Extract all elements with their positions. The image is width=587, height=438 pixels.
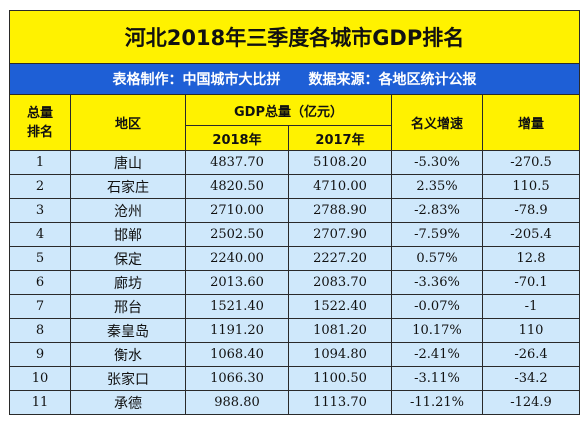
gdp-2017-cell: 2788.90 — [288, 198, 392, 223]
table-row: 8 秦皇岛 1191.20 1081.20 10.17% 110 — [9, 318, 581, 343]
rank-cell: 10 — [9, 366, 71, 391]
city-cell: 邢台 — [70, 294, 186, 319]
table-row: 9 衡水 1068.40 1094.80 -2.41% -26.4 — [9, 342, 581, 367]
increase-cell: 110 — [481, 318, 581, 343]
table-row: 1 唐山 4837.70 5108.20 -5.30% -270.5 — [9, 150, 581, 175]
header-region: 地区 — [70, 94, 186, 151]
table-row: 10 张家口 1066.30 1100.50 -3.11% -34.2 — [9, 366, 581, 391]
table-row: 3 沧州 2710.00 2788.90 -2.83% -78.9 — [9, 198, 581, 223]
table-row: 11 承德 988.80 1113.70 -11.21% -124.9 — [9, 390, 581, 415]
table-title: 河北2018年三季度各城市GDP排名 — [8, 10, 581, 64]
table-row: 2 石家庄 4820.50 4710.00 2.35% 110.5 — [9, 174, 581, 199]
rank-cell: 5 — [9, 246, 71, 271]
increase-cell: -70.1 — [481, 270, 581, 295]
growth-cell: -3.36% — [391, 270, 483, 295]
gdp-2018-cell: 1191.20 — [185, 318, 289, 343]
header-year-2017: 2017年 — [288, 125, 392, 151]
table-row: 7 邢台 1521.40 1522.40 -0.07% -1 — [9, 294, 581, 319]
increase-cell: 110.5 — [481, 174, 581, 199]
gdp-2018-cell: 988.80 — [185, 390, 289, 415]
gdp-2018-cell: 4837.70 — [185, 150, 289, 175]
rank-cell: 3 — [9, 198, 71, 223]
growth-cell: -2.83% — [391, 198, 483, 223]
growth-cell: -11.21% — [391, 390, 483, 415]
growth-cell: -5.30% — [391, 150, 483, 175]
city-cell: 保定 — [70, 246, 186, 271]
growth-cell: -0.07% — [391, 294, 483, 319]
gdp-2017-cell: 5108.20 — [288, 150, 392, 175]
table-row: 6 廊坊 2013.60 2083.70 -3.36% -70.1 — [9, 270, 581, 295]
gdp-2018-cell: 2502.50 — [185, 222, 289, 247]
header-year-2018: 2018年 — [185, 125, 289, 151]
increase-cell: -26.4 — [481, 342, 581, 367]
city-cell: 秦皇岛 — [70, 318, 186, 343]
table-maker: 表格制作：中国城市大比拼 — [112, 72, 281, 88]
growth-cell: 2.35% — [391, 174, 483, 199]
rank-cell: 2 — [9, 174, 71, 199]
gdp-ranking-table: 河北2018年三季度各城市GDP排名 表格制作：中国城市大比拼 数据来源：各地区统… — [8, 10, 581, 415]
rank-cell: 6 — [9, 270, 71, 295]
gdp-2017-cell: 2707.90 — [288, 222, 392, 247]
header-increase: 增量 — [481, 94, 581, 151]
gdp-2017-cell: 4710.00 — [288, 174, 392, 199]
header-nominal-growth: 名义增速 — [391, 94, 483, 151]
gdp-2018-cell: 2013.60 — [185, 270, 289, 295]
rank-cell: 1 — [9, 150, 71, 175]
header-row-2: 2018年 2017年 — [10, 125, 580, 151]
city-cell: 唐山 — [70, 150, 186, 175]
city-cell: 衡水 — [70, 342, 186, 367]
gdp-2018-cell: 1066.30 — [185, 366, 289, 391]
rank-cell: 9 — [9, 342, 71, 367]
rank-cell: 11 — [9, 390, 71, 415]
city-cell: 石家庄 — [70, 174, 186, 199]
rank-cell: 7 — [9, 294, 71, 319]
rank-cell: 8 — [9, 318, 71, 343]
increase-cell: -205.4 — [481, 222, 581, 247]
gdp-2017-cell: 1100.50 — [288, 366, 392, 391]
growth-cell: -7.59% — [391, 222, 483, 247]
gdp-2017-cell: 1113.70 — [288, 390, 392, 415]
growth-cell: 10.17% — [391, 318, 483, 343]
gdp-2017-cell: 1522.40 — [288, 294, 392, 319]
growth-cell: 0.57% — [391, 246, 483, 271]
gdp-2018-cell: 1521.40 — [185, 294, 289, 319]
city-cell: 邯郸 — [70, 222, 186, 247]
city-cell: 张家口 — [70, 366, 186, 391]
growth-cell: -3.11% — [391, 366, 483, 391]
data-rows: 1 唐山 4837.70 5108.20 -5.30% -270.5 2 石家庄 4820.50… — [9, 150, 581, 415]
increase-cell: -78.9 — [481, 198, 581, 223]
increase-cell: -124.9 — [481, 390, 581, 415]
increase-cell: 12.8 — [481, 246, 581, 271]
meta-row: 表格制作：中国城市大比拼 数据来源：各地区统计公报 — [8, 63, 581, 95]
meta-cell: 表格制作：中国城市大比拼 数据来源：各地区统计公报 — [8, 63, 581, 95]
gdp-2017-cell: 2227.20 — [288, 246, 392, 271]
table-row: 5 保定 2240.00 2227.20 0.57% 12.8 — [9, 246, 581, 271]
growth-cell: -2.41% — [391, 342, 483, 367]
city-cell: 沧州 — [70, 198, 186, 223]
header-row-1: 总量排名 地区 GDP总量（亿元） 名义增速 增量 — [9, 94, 581, 151]
header-rank-label: 总量排名 — [26, 105, 53, 140]
title-row: 河北2018年三季度各城市GDP排名 — [8, 10, 581, 64]
gdp-2018-cell: 4820.50 — [185, 174, 289, 199]
increase-cell: -34.2 — [481, 366, 581, 391]
increase-cell: -1 — [481, 294, 581, 319]
gdp-2017-cell: 2083.70 — [288, 270, 392, 295]
rank-cell: 4 — [9, 222, 71, 247]
header-rank: 总量排名 — [9, 94, 71, 151]
data-source: 数据来源：各地区统计公报 — [308, 72, 477, 88]
gdp-2017-cell: 1081.20 — [288, 318, 392, 343]
gdp-2017-cell: 1094.80 — [288, 342, 392, 367]
header-gdp-total: GDP总量（亿元） — [185, 94, 392, 126]
gdp-2018-cell: 2710.00 — [185, 198, 289, 223]
table-row: 4 邯郸 2502.50 2707.90 -7.59% -205.4 — [9, 222, 581, 247]
city-cell: 廊坊 — [70, 270, 186, 295]
gdp-2018-cell: 2240.00 — [185, 246, 289, 271]
gdp-2018-cell: 1068.40 — [185, 342, 289, 367]
city-cell: 承德 — [70, 390, 186, 415]
increase-cell: -270.5 — [481, 150, 581, 175]
